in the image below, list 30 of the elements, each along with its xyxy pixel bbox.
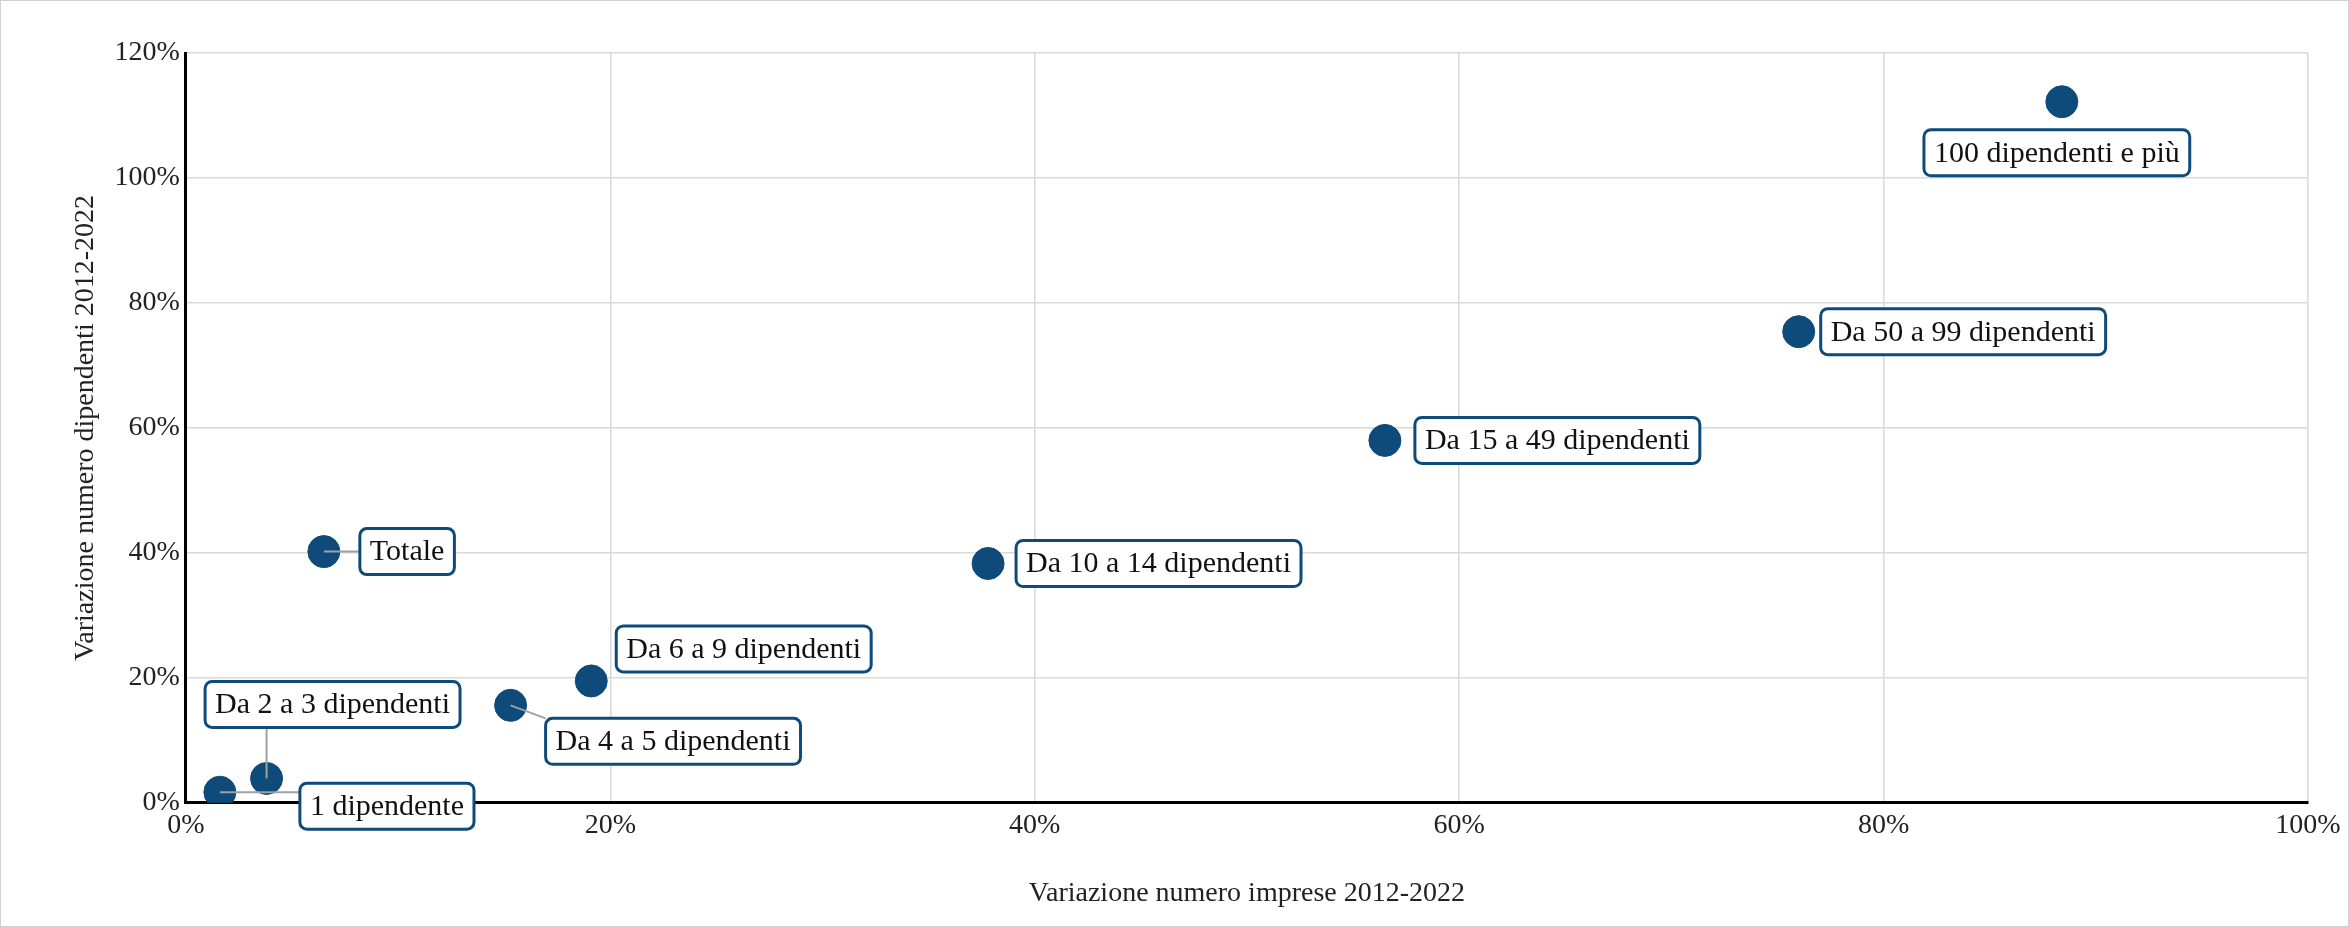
annotation: Da 50 a 99 dipendenti: [1830, 313, 2096, 347]
point: [2045, 85, 2079, 119]
x-tick-label: 20%: [584, 807, 636, 839]
annotation: 1 dipendente: [309, 788, 464, 822]
point: [1368, 423, 1402, 457]
annotation: Totale: [369, 533, 445, 567]
point: [307, 535, 341, 569]
point: [574, 664, 608, 698]
y-tick-label: 100%: [114, 160, 180, 192]
y-tick-label: 120%: [114, 35, 180, 67]
point: [971, 546, 1005, 580]
x-tick-label: 60%: [1433, 807, 1485, 839]
point: [494, 688, 528, 722]
y-axis-title: Variazione numero dipendenti 2012-2022: [68, 195, 100, 661]
annotation: 100 dipendenti e più: [1933, 134, 2180, 168]
x-tick-label: 40%: [1009, 807, 1061, 839]
y-tick-label: 60%: [128, 410, 180, 442]
annotation: Da 15 a 49 dipendenti: [1424, 422, 1690, 456]
annotation: Da 2 a 3 dipendenti: [215, 686, 451, 720]
y-tick-label: 40%: [128, 535, 180, 567]
y-tick-label: 80%: [128, 285, 180, 317]
x-axis-title: Variazione numero imprese 2012-2022: [1028, 875, 1466, 907]
annotation: Da 4 a 5 dipendenti: [555, 723, 791, 757]
annotation: Da 6 a 9 dipendenti: [626, 630, 862, 664]
annotation: Da 10 a 14 dipendenti: [1026, 545, 1292, 579]
point: [250, 761, 284, 795]
y-tick-label: 20%: [128, 660, 180, 692]
x-tick-label: 100%: [2275, 807, 2341, 839]
point: [1782, 315, 1816, 349]
x-tick-label: 80%: [1857, 807, 1910, 839]
